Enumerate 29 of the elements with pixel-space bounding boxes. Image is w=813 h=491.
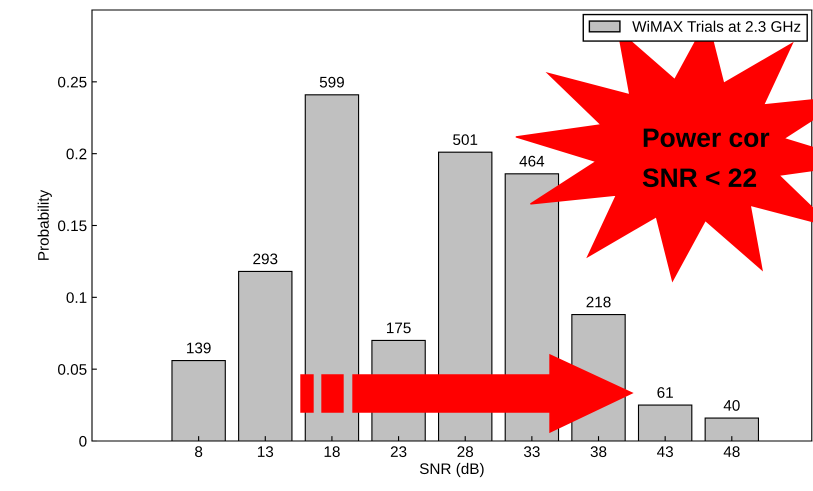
annotation: 175 xyxy=(386,322,411,334)
y-tick-label: 0 xyxy=(79,436,87,447)
annotation: 61 xyxy=(657,387,673,398)
annotation: 599 xyxy=(320,76,344,88)
annotation: 218 xyxy=(586,296,611,308)
y-tick-label: 0.2 xyxy=(66,148,86,160)
annotation: 501 xyxy=(453,134,478,146)
annotation: 464 xyxy=(519,156,544,167)
x-tick-label: 48 xyxy=(724,446,740,458)
y-tick-label: 0.05 xyxy=(58,364,86,375)
annotation: 293 xyxy=(253,253,278,264)
annotation: 40 xyxy=(724,400,740,411)
x-tick-label: 28 xyxy=(457,446,474,458)
x-tick-label: 13 xyxy=(258,446,274,458)
y-tick-label: 0.25 xyxy=(58,76,86,88)
y-axis-title: Probability xyxy=(38,190,52,260)
x-tick-label: 33 xyxy=(524,446,540,458)
y-tick-label: 0.15 xyxy=(58,220,86,232)
annotation: 139 xyxy=(187,342,211,354)
x-tick-label: 23 xyxy=(390,446,406,458)
annotation: SNR < 22 xyxy=(642,168,756,188)
x-axis-title: SNR (dB) xyxy=(420,462,484,478)
x-tick-label: 38 xyxy=(590,446,606,458)
annotation: Power cor xyxy=(644,128,770,148)
x-tick-label: 43 xyxy=(657,446,673,458)
x-tick-label: 18 xyxy=(324,446,340,458)
legend-label: WiMAX Trials at 2.3 GHz xyxy=(632,20,800,32)
y-tick-label: 0.1 xyxy=(66,292,86,304)
x-tick-label: 8 xyxy=(195,446,202,458)
